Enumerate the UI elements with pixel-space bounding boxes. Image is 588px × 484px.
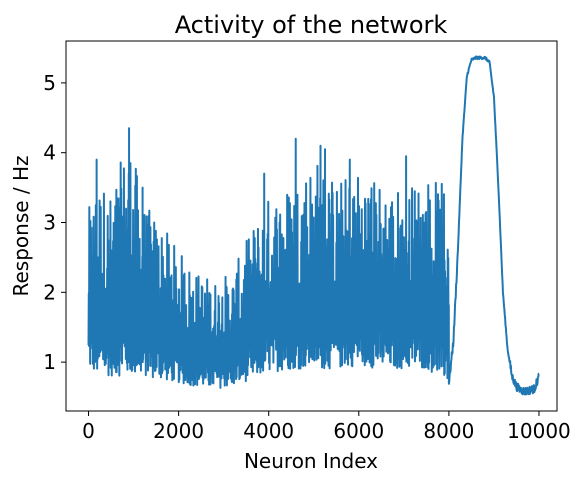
y-tick-label: 3 xyxy=(43,211,56,235)
x-tick-label: 2000 xyxy=(153,419,204,443)
x-tick-label: 6000 xyxy=(333,419,384,443)
y-axis-label: Response / Hz xyxy=(9,155,33,296)
x-axis: 0 2000 4000 6000 8000 10000 xyxy=(82,411,571,443)
chart-title: Activity of the network xyxy=(175,11,448,39)
series-line xyxy=(87,55,540,396)
x-tick-label: 4000 xyxy=(243,419,294,443)
y-tick-label: 4 xyxy=(43,141,56,165)
x-tick-label: 10000 xyxy=(507,419,571,443)
x-tick-label: 8000 xyxy=(423,419,474,443)
x-axis-label: Neuron Index xyxy=(244,449,378,473)
y-tick-label: 2 xyxy=(43,280,56,304)
x-tick-label: 0 xyxy=(82,419,95,443)
y-axis: 1 2 3 4 5 xyxy=(43,71,66,374)
plot-area xyxy=(87,55,540,396)
y-tick-label: 5 xyxy=(43,71,56,95)
y-tick-label: 1 xyxy=(43,350,56,374)
plot-frame xyxy=(65,40,558,412)
